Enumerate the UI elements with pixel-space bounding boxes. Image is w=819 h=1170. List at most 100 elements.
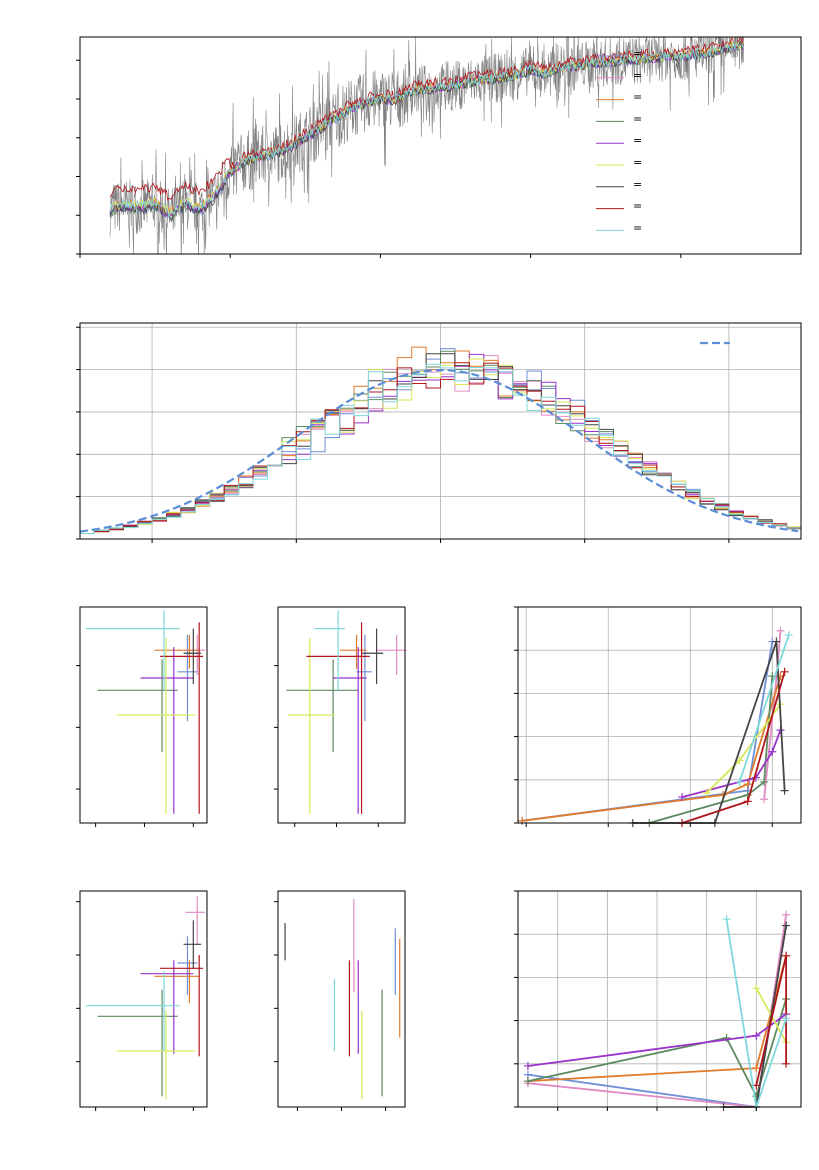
errorbar-salpeter-miles <box>185 896 206 945</box>
model-spectrum-chabrier-elodie <box>109 40 744 222</box>
legend-entry: = <box>633 156 642 169</box>
legend-entry-equals: = <box>633 69 642 82</box>
weight-marker <box>518 816 527 825</box>
errorbar-salpeter-miles <box>185 634 206 675</box>
normal-curve <box>79 368 799 533</box>
weight-marker <box>782 921 791 930</box>
model-spectrum-chabrier-stelib <box>109 40 744 223</box>
weight-marker <box>760 777 769 786</box>
weight-line <box>527 998 787 1099</box>
errorbar-kroupa-elodie <box>288 637 335 814</box>
errorbar-chabrier-stelib <box>361 628 384 685</box>
panel-age_vs_mass <box>274 606 407 827</box>
weight-marker <box>780 667 789 676</box>
plot-area <box>284 899 401 1099</box>
weight-marker <box>743 797 752 806</box>
errorbar-kroupa-stelib <box>85 971 180 1051</box>
legend-entry: = <box>633 221 642 234</box>
legend-entry: = <box>633 69 642 82</box>
legend-entry-equals: = <box>633 200 642 213</box>
weight-line <box>738 634 790 783</box>
errorbar-kroupa-miles <box>154 960 200 1003</box>
axes-frame <box>79 36 802 255</box>
model-spectrum-salpeter-stelib <box>109 37 744 201</box>
legend-entry: = <box>633 91 642 104</box>
model-spectrum-salpeter-miles <box>109 41 744 218</box>
observed-spectrum <box>109 37 744 254</box>
weight-marker <box>782 1014 791 1023</box>
errorbar-salpeter-elodie <box>140 647 194 814</box>
errorbar-chabrier-miles <box>177 936 198 995</box>
weight-marker <box>776 626 785 635</box>
legend-entry: = <box>633 134 642 147</box>
weight-line <box>521 675 782 822</box>
weight-marker <box>752 984 761 993</box>
legend-entry-equals: = <box>633 112 642 125</box>
histogram-kroupa-stelib <box>80 363 801 534</box>
weight-line <box>723 925 787 1108</box>
weight-marker <box>782 951 791 960</box>
errorbar-chabrier-elodie <box>286 659 359 753</box>
weight-marker <box>523 1061 532 1070</box>
errorbar-kroupa-elodie <box>117 1011 196 1099</box>
spectrum-lines <box>109 37 744 254</box>
plot-area <box>109 37 744 254</box>
weight-marker <box>722 915 731 924</box>
plot-area <box>79 346 801 534</box>
legend-entry-equals: = <box>633 178 642 191</box>
weight-line <box>521 641 774 822</box>
legend-entry-equals: = <box>633 156 642 169</box>
histogram-kroupa-elodie <box>80 358 801 534</box>
weight-marker <box>772 637 781 646</box>
errorbar-kroupa-stelib <box>314 610 345 691</box>
errorbar-kroupa-elodie <box>117 637 196 814</box>
weight-marker <box>752 1031 761 1040</box>
weight-marker <box>702 788 711 797</box>
weight-marker <box>782 910 791 919</box>
legend-entry: = <box>633 112 642 125</box>
legend-entry: = <box>633 47 642 60</box>
legend-entry-equals: = <box>633 91 642 104</box>
model-spectrum-salpeter-elodie <box>109 41 744 218</box>
weight-line <box>681 729 782 798</box>
panel-mass_vs_EBV <box>274 890 406 1111</box>
weight-series-kroupa-stelib <box>735 631 793 786</box>
plot-area <box>85 610 206 814</box>
legend-entry-equals: = <box>633 221 642 234</box>
errorbar-chabrier-stelib <box>183 920 202 969</box>
legend: = = = = = = = = = <box>596 47 642 234</box>
weight-marker <box>784 631 793 640</box>
weight-series-chabrier-elodie <box>645 672 777 827</box>
errorbar-salpeter-miles <box>376 634 407 675</box>
histogram-salpeter-stelib <box>80 362 801 534</box>
model-spectrum-kroupa-miles <box>109 39 744 217</box>
axes-frame <box>517 890 802 1108</box>
errorbar-kroupa-miles <box>339 634 367 669</box>
axes-frame <box>277 890 406 1108</box>
weight-marker <box>768 747 777 756</box>
errorbar-kroupa-stelib <box>85 610 180 691</box>
axes-frame <box>79 606 208 824</box>
panel-residuals <box>76 322 802 543</box>
panel-weight_vs_age <box>514 606 802 827</box>
panel-weight_vs_Z <box>514 890 802 1111</box>
legend-entry: = <box>633 178 642 191</box>
weight-marker <box>782 1059 791 1068</box>
errorbar-salpeter-elodie <box>140 960 194 1054</box>
panel-age_vs_Z <box>76 606 208 827</box>
weight-marker <box>760 795 769 804</box>
errorbar-salpeter-stelib <box>160 955 204 1057</box>
histogram-chabrier-stelib <box>80 353 801 534</box>
errorbar-kroupa-miles <box>154 634 200 669</box>
weight-series-kroupa-elodie <box>702 700 785 797</box>
weight-marker <box>678 793 687 802</box>
legend-entry-equals: = <box>633 47 642 60</box>
plot-area <box>518 626 793 827</box>
legend-entry-equals: = <box>633 134 642 147</box>
model-spectrum-kroupa-stelib <box>109 41 744 218</box>
axes-frame <box>517 606 802 824</box>
plot-area <box>85 896 206 1099</box>
legend-entry: = <box>633 200 642 213</box>
plot-area <box>286 610 407 814</box>
